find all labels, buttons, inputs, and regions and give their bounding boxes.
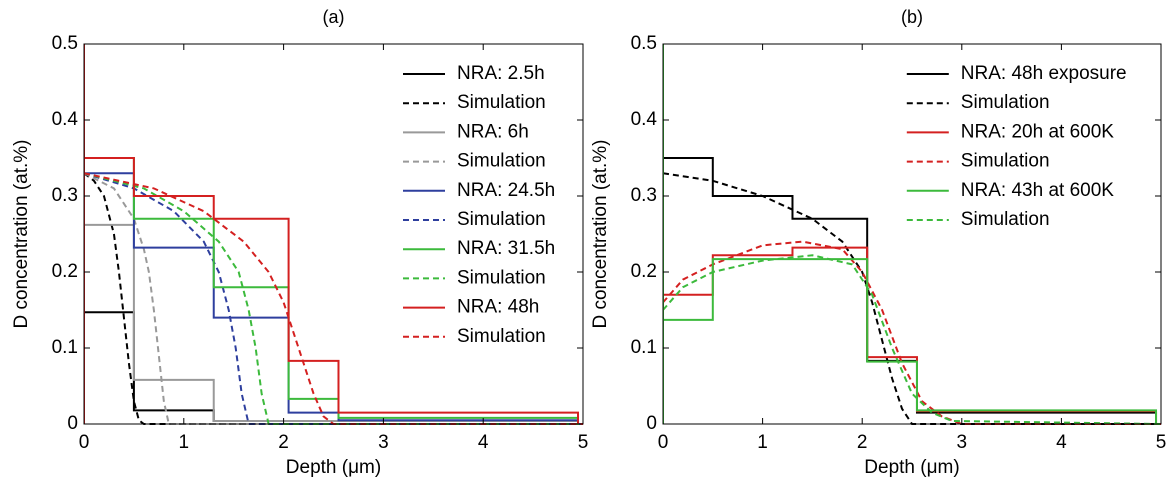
legend-label: Simulation [961, 92, 1050, 113]
legend-label: NRA: 48h [457, 297, 539, 318]
y-tick-label: 0 [646, 413, 657, 434]
chart-title: (b) [901, 7, 923, 27]
legend-label: NRA: 6h [457, 121, 529, 142]
legend-label: Simulation [457, 92, 546, 113]
y-tick-label: 0 [67, 413, 78, 434]
legend-label: NRA: 20h at 600K [961, 121, 1114, 142]
x-tick-label: 1 [179, 432, 190, 453]
x-tick-label: 5 [578, 432, 589, 453]
legend-label: Simulation [457, 151, 546, 172]
legend-label: Simulation [457, 326, 546, 347]
plot [663, 44, 1162, 425]
legend-label: NRA: 2.5h [457, 63, 545, 84]
series-line [663, 44, 1158, 424]
series-line [663, 172, 1161, 425]
series-line [663, 240, 1161, 425]
series-line [84, 172, 583, 425]
legend-label: NRA: 31.5h [457, 238, 555, 259]
legend-label: NRA: 43h at 600K [961, 180, 1114, 201]
x-axis-label: Depth (μm) [864, 457, 959, 478]
series-line [84, 172, 583, 425]
y-tick-label: 0.4 [52, 109, 79, 130]
y-tick-label: 0.2 [631, 261, 657, 282]
x-tick-label: 4 [1056, 432, 1067, 453]
y-axis-label: D concentration (at.%) [11, 139, 32, 328]
x-tick-label: 5 [1156, 432, 1167, 453]
y-axis-label: D concentration (at.%) [590, 139, 611, 328]
series-line [663, 246, 1158, 424]
legend-label: NRA: 48h exposure [961, 63, 1127, 84]
chart-title: (a) [323, 7, 345, 27]
x-tick-label: 0 [79, 432, 90, 453]
x-tick-label: 2 [278, 432, 289, 453]
legend-label: Simulation [457, 267, 546, 288]
series-line [84, 172, 583, 425]
panel: (b) Depth (μm) D concentration (at.%) 0 1 2 3 4… [590, 7, 1166, 478]
legend-label: Simulation [961, 151, 1050, 172]
x-tick-label: 1 [757, 432, 768, 453]
axes-frame [83, 43, 584, 425]
x-tick-label: 3 [378, 432, 389, 453]
axes-frame [662, 43, 1162, 425]
y-tick-label: 0.1 [52, 337, 78, 358]
x-tick-label: 2 [857, 432, 868, 453]
x-axis-label: Depth (μm) [286, 457, 381, 478]
x-tick-label: 3 [957, 432, 968, 453]
y-tick-label: 0.3 [52, 185, 78, 206]
y-tick-label: 0.4 [631, 109, 658, 130]
x-tick-label: 0 [658, 432, 669, 453]
plot [84, 44, 583, 425]
legend-label: Simulation [961, 209, 1050, 230]
y-tick-label: 0.5 [52, 33, 78, 54]
series-line [84, 44, 580, 424]
y-tick-label: 0.3 [631, 185, 657, 206]
y-tick-label: 0.2 [52, 261, 78, 282]
legend-label: Simulation [457, 209, 546, 230]
y-tick-label: 0.5 [631, 33, 657, 54]
series-line [84, 172, 583, 425]
panel: (a) Depth (μm) D concentration (at.%) 0 1 2 3 4… [11, 7, 588, 478]
series-line [663, 254, 1162, 425]
x-tick-label: 4 [478, 432, 489, 453]
series-line [84, 172, 580, 424]
series-line [84, 172, 583, 425]
series-line [663, 44, 1158, 424]
y-tick-label: 0.1 [631, 337, 657, 358]
legend-label: NRA: 24.5h [457, 180, 555, 201]
